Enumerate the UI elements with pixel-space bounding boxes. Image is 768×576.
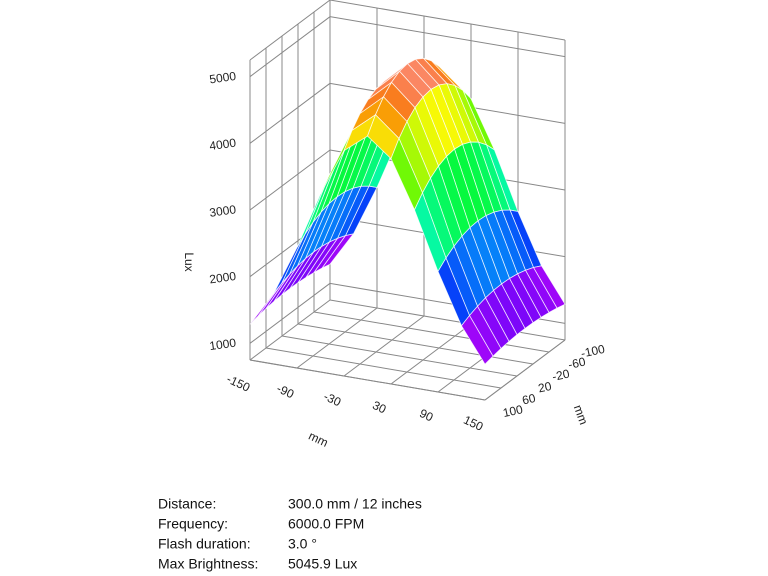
x-tick-label: 30 bbox=[370, 398, 388, 416]
z-tick-label: 1000 bbox=[208, 336, 237, 354]
grid-line bbox=[296, 307, 378, 369]
grid-line bbox=[484, 339, 566, 401]
y-tick-label: -60 bbox=[567, 354, 587, 371]
y-axis-label: mm bbox=[571, 403, 591, 427]
z-tick-label: 4000 bbox=[208, 136, 237, 154]
grid-line bbox=[249, 299, 331, 361]
info-label: Frequency: bbox=[158, 516, 228, 532]
y-tick-label: 60 bbox=[521, 391, 537, 408]
x-tick-label: -150 bbox=[225, 372, 253, 395]
x-tick-label: -30 bbox=[322, 389, 344, 409]
grid-line bbox=[329, 299, 566, 341]
grid-line bbox=[343, 315, 425, 377]
y-tick-label: -100 bbox=[580, 342, 607, 361]
grid-line bbox=[249, 282, 331, 344]
box-edge bbox=[249, 0, 331, 61]
info-value: 3.0 ° bbox=[288, 536, 317, 552]
y-tick-label: -20 bbox=[551, 366, 571, 383]
grid-line bbox=[313, 311, 550, 353]
z-tick-label: 5000 bbox=[208, 69, 237, 87]
y-tick-label: 100 bbox=[502, 402, 525, 420]
grid-line bbox=[297, 323, 534, 365]
z-tick-label: 3000 bbox=[208, 202, 237, 220]
surface-cell bbox=[461, 314, 494, 365]
x-tick-label: -90 bbox=[275, 381, 297, 401]
info: Distance: 300.0 mm / 12 inches Frequency… bbox=[158, 496, 422, 572]
info-label: Max Brightness: bbox=[158, 556, 258, 572]
grid-line bbox=[390, 323, 472, 385]
grid-line bbox=[249, 359, 486, 401]
info-value: 5045.9 Lux bbox=[288, 556, 357, 572]
info-label: Distance: bbox=[158, 496, 216, 512]
grid-line bbox=[265, 347, 502, 389]
y-tick-label: 20 bbox=[537, 379, 553, 396]
grid-line bbox=[249, 149, 331, 211]
grid-line bbox=[329, 16, 566, 58]
info-value: 6000.0 FPM bbox=[288, 516, 364, 532]
info-value: 300.0 mm / 12 inches bbox=[288, 496, 422, 512]
x-tick-label: 90 bbox=[417, 406, 435, 424]
z-axis-label: Lux bbox=[182, 252, 196, 271]
info-label: Flash duration: bbox=[158, 536, 251, 552]
grid-line bbox=[281, 335, 518, 377]
grid-line bbox=[249, 16, 331, 78]
x-tick-label: 150 bbox=[461, 413, 485, 434]
x-axis-label: mm bbox=[306, 429, 330, 450]
grid-line bbox=[249, 82, 331, 144]
box-edge bbox=[329, 0, 566, 41]
z-tick-label: 2000 bbox=[208, 269, 237, 287]
